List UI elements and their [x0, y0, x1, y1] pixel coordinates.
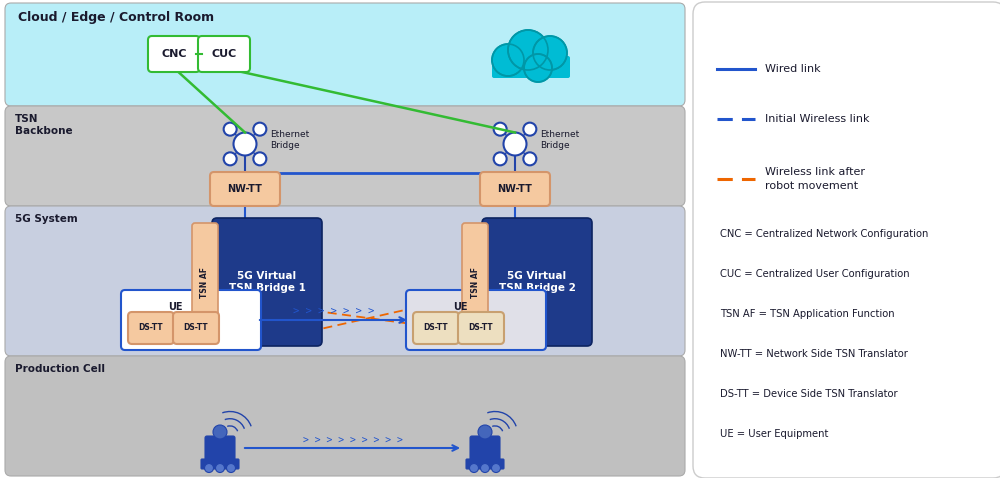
- Text: Production Cell: Production Cell: [15, 364, 105, 374]
- Text: CUC = Centralized User Configuration: CUC = Centralized User Configuration: [720, 269, 910, 279]
- Text: TSN AF: TSN AF: [200, 267, 209, 297]
- Text: NW-TT: NW-TT: [498, 184, 532, 194]
- Text: TSN AF: TSN AF: [471, 267, 480, 297]
- FancyBboxPatch shape: [121, 290, 261, 350]
- FancyBboxPatch shape: [413, 312, 459, 344]
- Circle shape: [253, 152, 266, 165]
- Circle shape: [508, 30, 548, 70]
- FancyBboxPatch shape: [192, 223, 218, 341]
- Text: CUC: CUC: [211, 49, 237, 59]
- FancyBboxPatch shape: [148, 36, 200, 72]
- FancyBboxPatch shape: [492, 56, 570, 78]
- Text: TSN
Backbone: TSN Backbone: [15, 114, 73, 136]
- Circle shape: [226, 464, 236, 472]
- Text: DS-TT: DS-TT: [469, 324, 493, 333]
- FancyBboxPatch shape: [128, 312, 174, 344]
- FancyBboxPatch shape: [173, 312, 219, 344]
- FancyBboxPatch shape: [482, 218, 592, 346]
- FancyBboxPatch shape: [201, 459, 239, 469]
- FancyBboxPatch shape: [466, 459, 504, 469]
- Text: NW-TT = Network Side TSN Translator: NW-TT = Network Side TSN Translator: [720, 349, 908, 359]
- Text: DS-TT: DS-TT: [424, 324, 448, 333]
- Circle shape: [492, 44, 524, 76]
- Circle shape: [216, 464, 225, 472]
- Circle shape: [470, 464, 478, 472]
- Circle shape: [478, 425, 492, 439]
- Circle shape: [234, 132, 256, 155]
- Circle shape: [523, 123, 536, 136]
- FancyBboxPatch shape: [693, 2, 1000, 478]
- Text: Ethernet
Bridge: Ethernet Bridge: [270, 130, 309, 150]
- Text: Cloud / Edge / Control Room: Cloud / Edge / Control Room: [18, 11, 214, 24]
- Circle shape: [523, 152, 536, 165]
- Text: CNC = Centralized Network Configuration: CNC = Centralized Network Configuration: [720, 229, 928, 239]
- FancyBboxPatch shape: [210, 172, 280, 206]
- Circle shape: [492, 464, 501, 472]
- Text: 5G Virtual
TSN Bridge 1: 5G Virtual TSN Bridge 1: [229, 271, 305, 293]
- Circle shape: [533, 36, 567, 70]
- Text: Ethernet
Bridge: Ethernet Bridge: [540, 130, 579, 150]
- Circle shape: [205, 464, 214, 472]
- FancyBboxPatch shape: [198, 36, 250, 72]
- FancyBboxPatch shape: [5, 206, 685, 356]
- Text: DS-TT: DS-TT: [184, 324, 208, 333]
- Circle shape: [524, 54, 552, 82]
- Text: CNC: CNC: [161, 49, 187, 59]
- FancyBboxPatch shape: [5, 356, 685, 476]
- Circle shape: [494, 123, 507, 136]
- Text: > > > > > > > > >: > > > > > > > > >: [303, 435, 402, 445]
- Text: > > > > > > >: > > > > > > >: [293, 306, 374, 316]
- Circle shape: [224, 152, 237, 165]
- Circle shape: [213, 425, 227, 439]
- Text: Initial Wireless link: Initial Wireless link: [765, 114, 870, 124]
- FancyBboxPatch shape: [205, 436, 235, 462]
- FancyBboxPatch shape: [5, 106, 685, 206]
- FancyBboxPatch shape: [470, 436, 500, 462]
- FancyBboxPatch shape: [480, 172, 550, 206]
- FancyBboxPatch shape: [5, 3, 685, 106]
- Circle shape: [253, 123, 266, 136]
- FancyBboxPatch shape: [458, 312, 504, 344]
- FancyBboxPatch shape: [462, 223, 488, 341]
- Text: DS-TT = Device Side TSN Translator: DS-TT = Device Side TSN Translator: [720, 389, 898, 399]
- Text: Wireless link after
robot movement: Wireless link after robot movement: [765, 167, 865, 191]
- Text: UE: UE: [453, 302, 467, 312]
- Text: UE: UE: [168, 302, 182, 312]
- Circle shape: [504, 132, 526, 155]
- Text: NW-TT: NW-TT: [228, 184, 262, 194]
- Text: UE = User Equipment: UE = User Equipment: [720, 429, 828, 439]
- Circle shape: [494, 152, 507, 165]
- Text: TSN AF = TSN Application Function: TSN AF = TSN Application Function: [720, 309, 895, 319]
- FancyBboxPatch shape: [212, 218, 322, 346]
- Text: DS-TT: DS-TT: [139, 324, 163, 333]
- Text: Wired link: Wired link: [765, 64, 821, 74]
- Text: 5G System: 5G System: [15, 214, 78, 224]
- Circle shape: [480, 464, 489, 472]
- Text: 5G Virtual
TSN Bridge 2: 5G Virtual TSN Bridge 2: [499, 271, 575, 293]
- Circle shape: [224, 123, 237, 136]
- FancyBboxPatch shape: [406, 290, 546, 350]
